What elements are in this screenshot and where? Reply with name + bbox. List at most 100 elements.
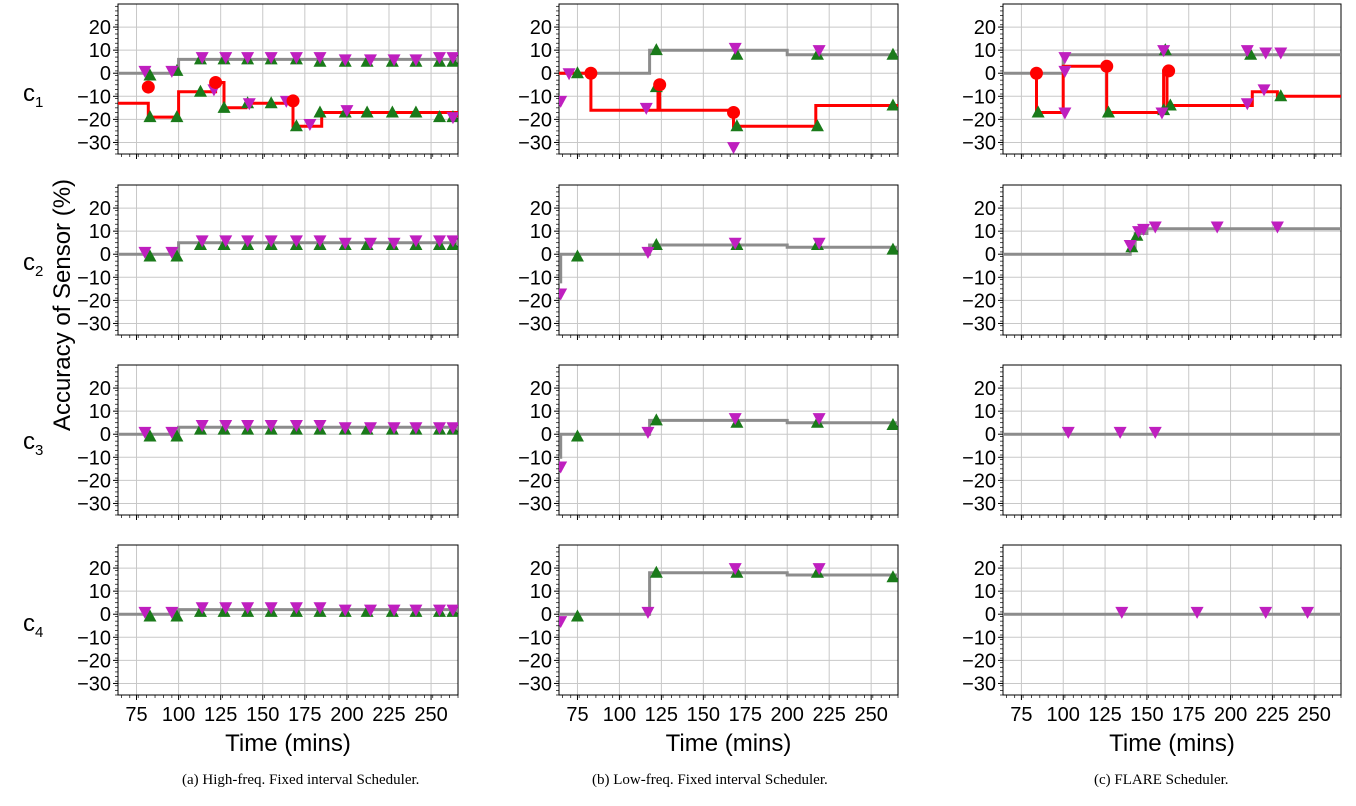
marker-up-triangle — [143, 110, 157, 123]
grid — [118, 545, 458, 695]
marker-down-triangle — [1115, 606, 1129, 619]
y-tick-label: −30 — [77, 313, 111, 335]
marker-up-triangle — [360, 105, 374, 118]
marker-down-triangle — [446, 235, 458, 248]
marker-red-dot — [1029, 66, 1043, 80]
marker-down-triangle — [289, 235, 303, 248]
marker-down-triangle — [338, 422, 352, 435]
x-tick-label: 100 — [162, 704, 195, 726]
marker-down-triangle — [409, 422, 423, 435]
marker-up-triangle — [143, 68, 157, 81]
y-tick-label: −10 — [962, 627, 996, 649]
x-tick-label: 125 — [645, 704, 678, 726]
marker-down-triangle — [1137, 223, 1151, 236]
marker-down-triangle — [1270, 221, 1284, 234]
x-tick-label: 200 — [1214, 704, 1247, 726]
plot-area — [559, 42, 898, 154]
marker-down-triangle — [264, 52, 278, 65]
marker-down-triangle — [446, 52, 458, 65]
y-tick-label: −20 — [518, 290, 552, 312]
marker-down-triangle — [1148, 221, 1162, 234]
marker-down-triangle — [313, 420, 327, 432]
marker-up-triangle — [143, 249, 157, 262]
marker-up-triangle — [1274, 89, 1288, 102]
marker-up-triangle — [886, 47, 898, 60]
marker-down-triangle — [387, 604, 401, 617]
x-tick-label: 200 — [771, 704, 804, 726]
grid — [1003, 545, 1341, 695]
marker-down-triangle — [559, 461, 568, 474]
y-tick-label: −10 — [77, 627, 111, 649]
y-tick-label: 20 — [530, 17, 552, 39]
marker-down-triangle — [165, 246, 179, 259]
marker-down-triangle — [138, 426, 152, 439]
marker-red-dot — [653, 78, 667, 92]
marker-up-triangle — [570, 429, 584, 442]
x-tick-label: 150 — [1130, 704, 1163, 726]
marker-down-triangle — [195, 420, 209, 432]
marker-down-triangle — [1240, 45, 1254, 58]
x-tick-label: 175 — [288, 704, 321, 726]
y-tick-label: 20 — [530, 558, 552, 580]
series-gray-line — [559, 418, 898, 459]
marker-up-triangle — [264, 96, 278, 109]
marker-down-triangle — [1259, 606, 1273, 619]
marker-down-triangle — [559, 288, 568, 301]
marker-up-triangle — [649, 413, 663, 426]
y-tick-label: −10 — [962, 447, 996, 469]
marker-down-triangle — [338, 604, 352, 617]
marker-down-triangle — [303, 119, 317, 131]
marker-down-triangle — [812, 413, 826, 426]
marker-down-triangle — [1274, 47, 1288, 60]
row-label-subscript: 1 — [35, 94, 43, 111]
marker-down-triangle — [432, 422, 446, 435]
marker-up-triangle — [170, 110, 184, 123]
plot-area — [1003, 221, 1341, 256]
marker-up-triangle — [143, 429, 157, 442]
marker-down-triangle — [195, 235, 209, 248]
marker-down-triangle — [165, 65, 179, 78]
y-tick-label: −20 — [962, 470, 996, 492]
y-tick-label: 20 — [530, 198, 552, 220]
marker-red-dot — [286, 94, 300, 108]
y-tick-label: −10 — [77, 86, 111, 108]
marker-down-triangle — [219, 602, 233, 615]
y-tick-label: 10 — [530, 401, 552, 423]
plot-area — [118, 235, 458, 262]
y-tick-label: 10 — [89, 221, 111, 243]
marker-up-triangle — [730, 47, 744, 60]
row-label-c1: c1 — [23, 80, 43, 111]
y-tick-label: 0 — [100, 424, 111, 446]
marker-up-triangle — [289, 119, 303, 132]
y-tick-label: −10 — [962, 86, 996, 108]
marker-down-triangle — [219, 52, 233, 65]
marker-down-triangle — [1240, 98, 1254, 111]
marker-down-triangle — [241, 235, 255, 248]
x-tick-label: 150 — [246, 704, 279, 726]
x-tick-label: 125 — [204, 704, 237, 726]
plot-frame — [1002, 184, 1342, 336]
marker-down-triangle — [313, 235, 327, 248]
marker-up-triangle — [649, 43, 663, 56]
marker-down-triangle — [219, 235, 233, 248]
y-tick-label: 20 — [974, 378, 996, 400]
plot-frame — [117, 364, 459, 516]
marker-down-triangle — [264, 420, 278, 432]
caption-b: (b) Low-freq. Fixed interval Scheduler. — [592, 772, 828, 788]
row-label-c3: c3 — [23, 428, 43, 459]
x-tick-label: 225 — [372, 704, 405, 726]
y-tick-label: 10 — [974, 401, 996, 423]
marker-down-triangle — [241, 420, 255, 432]
x-axis-label: Time (mins) — [1109, 730, 1235, 757]
x-axis-label: Time (mins) — [666, 730, 792, 757]
marker-up-triangle — [1101, 105, 1115, 118]
marker-red-dot — [727, 105, 741, 119]
marker-red-dot — [584, 66, 598, 80]
marker-down-triangle — [1155, 107, 1169, 120]
grid — [1003, 365, 1341, 515]
